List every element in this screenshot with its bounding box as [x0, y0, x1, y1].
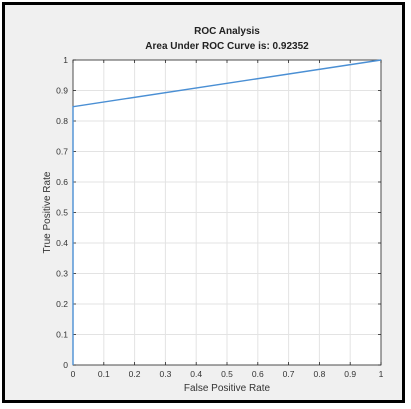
x-tick-label: 0.1 — [98, 369, 110, 379]
x-tick-label: 0.7 — [283, 369, 295, 379]
y-tick-label: 0.8 — [56, 116, 68, 126]
x-tick-label: 0.5 — [221, 369, 233, 379]
y-tick-label: 0.6 — [56, 177, 68, 187]
y-tick-label: 0.5 — [56, 208, 68, 218]
chart-subtitle: Area Under ROC Curve is: 0.92352 — [145, 41, 309, 52]
roc-curve-line — [72, 59, 382, 365]
x-tick-label: 0.3 — [159, 369, 171, 379]
tick-labels: 0 0.1 0.2 0.3 0.4 0.5 0.6 0.7 0.8 0.9 1 0 0.1 0.2 0.3 0… — [56, 55, 383, 379]
x-tick-label: 0.9 — [344, 369, 356, 379]
y-tick-label: 0.3 — [56, 269, 68, 279]
x-tick-label: 1 — [379, 369, 384, 379]
x-tick-label: 0 — [71, 369, 76, 379]
y-tick-label: 0 — [63, 360, 68, 370]
y-tick-label: 0.2 — [56, 299, 68, 309]
x-tick-label: 0.2 — [129, 369, 141, 379]
x-tick-label: 0.8 — [313, 369, 325, 379]
y-tick-label: 0.9 — [56, 86, 68, 96]
y-tick-label: 0.7 — [56, 147, 68, 157]
x-tick-label: 0.4 — [190, 369, 202, 379]
y-tick-label: 0.1 — [56, 330, 68, 340]
series-group — [72, 59, 382, 365]
chart-title: ROC Analysis — [194, 26, 260, 37]
x-axis-label: False Positive Rate — [184, 383, 271, 394]
x-tick-label: 0.6 — [252, 369, 264, 379]
y-tick-label: 0.4 — [56, 238, 68, 248]
y-tick-label: 1 — [63, 55, 68, 65]
y-axis-label: True Positive Rate — [42, 171, 53, 253]
